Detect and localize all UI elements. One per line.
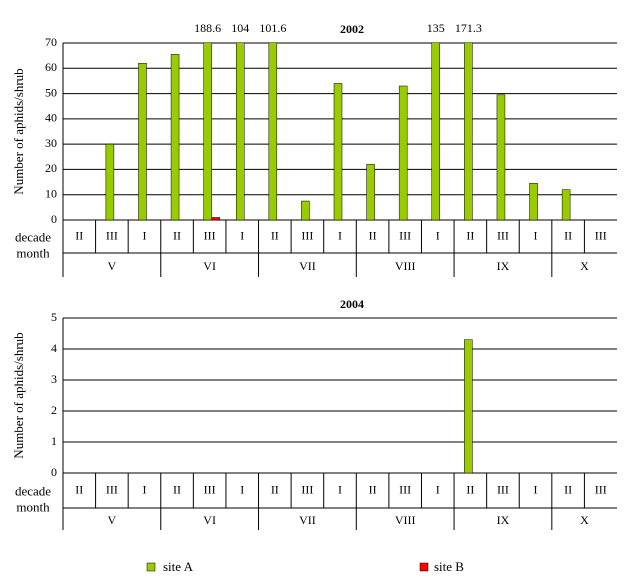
- x-tick-label: III: [399, 482, 411, 496]
- x-tick-label: II: [564, 482, 572, 496]
- bar: [105, 143, 115, 221]
- x-tick-label: I: [142, 228, 146, 242]
- chart-title: 2004: [340, 297, 364, 311]
- x-tick-label: II: [75, 482, 83, 496]
- bar: [301, 200, 310, 221]
- bar: [366, 164, 375, 221]
- y-tick-label: 60: [45, 60, 57, 74]
- row-label: month: [16, 245, 50, 260]
- chart-title: 2002: [340, 22, 364, 36]
- y-tick-label: 3: [51, 372, 57, 386]
- bar: [464, 339, 473, 474]
- y-tick-label: 10: [45, 186, 57, 200]
- bar: [138, 62, 147, 221]
- x-tick-label: III: [106, 228, 118, 242]
- month-label: V: [108, 259, 117, 273]
- x-tick-label: I: [338, 228, 342, 242]
- month-label: VII: [299, 513, 316, 527]
- y-tick-label: 70: [45, 35, 57, 49]
- value-label: 101.6: [259, 21, 286, 35]
- value-label: 104: [231, 21, 249, 35]
- bar: [431, 43, 441, 221]
- legend-label: site A: [163, 559, 194, 574]
- row-label: decade: [15, 483, 51, 498]
- x-tick-label: I: [436, 228, 440, 242]
- y-tick-label: 0: [51, 465, 57, 479]
- bar: [561, 189, 571, 221]
- bar: [170, 54, 180, 221]
- bar: [211, 217, 220, 221]
- month-label: VII: [299, 259, 316, 273]
- x-tick-label: III: [595, 482, 607, 496]
- month-label: VI: [203, 259, 216, 273]
- x-tick-label: II: [173, 482, 181, 496]
- x-tick-label: III: [204, 228, 216, 242]
- y-tick-label: 2: [51, 403, 57, 417]
- x-tick-label: I: [534, 228, 538, 242]
- x-tick-label: III: [399, 228, 411, 242]
- bar: [268, 43, 278, 221]
- y-tick-label: 20: [45, 161, 57, 175]
- legend-swatch: [146, 562, 156, 572]
- x-tick-label: II: [466, 228, 474, 242]
- x-tick-label: II: [271, 482, 279, 496]
- y-tick-label: 1: [51, 434, 57, 448]
- x-tick-label: I: [142, 482, 146, 496]
- month-label: VIII: [395, 513, 416, 527]
- x-tick-label: I: [240, 482, 244, 496]
- x-tick-label: III: [301, 228, 313, 242]
- x-tick-label: I: [436, 482, 440, 496]
- month-label: X: [580, 259, 589, 273]
- y-axis-label: Number of aphids/shrub: [11, 68, 26, 194]
- month-label: X: [580, 513, 589, 527]
- x-tick-label: III: [106, 482, 118, 496]
- y-tick-label: 4: [51, 341, 57, 355]
- month-label: VI: [203, 513, 216, 527]
- x-tick-label: II: [369, 228, 377, 242]
- x-tick-label: I: [338, 482, 342, 496]
- x-tick-label: II: [369, 482, 377, 496]
- bar: [235, 43, 245, 221]
- row-label: month: [16, 499, 50, 514]
- x-tick-label: II: [271, 228, 279, 242]
- y-tick-label: 50: [45, 85, 57, 99]
- plot: [464, 339, 473, 474]
- y-tick-label: 0: [51, 212, 57, 226]
- x-tick-label: III: [497, 228, 509, 242]
- row-label: decade: [15, 229, 51, 244]
- x-tick-label: II: [466, 482, 474, 496]
- value-label: 171.3: [455, 21, 482, 35]
- month-label: IX: [497, 259, 510, 273]
- y-tick-label: 5: [51, 310, 57, 324]
- x-tick-label: II: [564, 228, 572, 242]
- x-tick-label: I: [240, 228, 244, 242]
- y-axis-label: Number of aphids/shrub: [11, 332, 26, 458]
- bar: [496, 94, 506, 221]
- x-tick-label: II: [75, 228, 83, 242]
- x-tick-label: III: [301, 482, 313, 496]
- legend-swatch: [419, 562, 429, 572]
- y-tick-label: 40: [45, 111, 57, 125]
- month-label: IX: [497, 513, 510, 527]
- x-tick-label: I: [534, 482, 538, 496]
- bar: [529, 183, 538, 221]
- value-label: 188.6: [194, 21, 221, 35]
- x-tick-label: III: [204, 482, 216, 496]
- bar: [203, 43, 212, 221]
- legend-label: site B: [434, 559, 464, 574]
- bar: [398, 85, 408, 221]
- month-label: V: [108, 513, 117, 527]
- x-tick-label: II: [173, 228, 181, 242]
- x-tick-label: III: [497, 482, 509, 496]
- month-label: VIII: [395, 259, 416, 273]
- y-tick-label: 30: [45, 136, 57, 150]
- x-tick-label: III: [595, 228, 607, 242]
- bar: [464, 43, 473, 221]
- value-label: 135: [427, 21, 445, 35]
- plot: [105, 43, 571, 221]
- bar: [333, 83, 343, 221]
